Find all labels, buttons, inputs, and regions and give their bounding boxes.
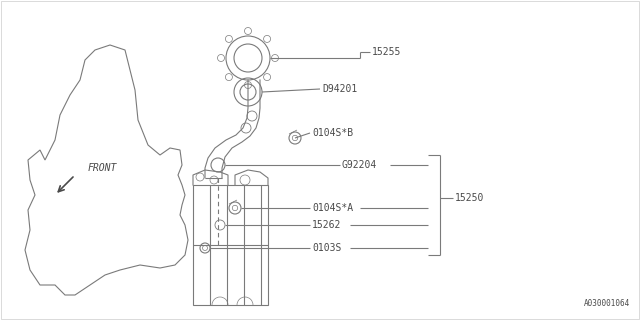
Text: A030001064: A030001064 <box>584 299 630 308</box>
Text: D94201: D94201 <box>322 84 357 94</box>
Text: 15255: 15255 <box>372 47 401 57</box>
Bar <box>193 185 268 305</box>
Text: 0104S*A: 0104S*A <box>312 203 353 213</box>
Text: FRONT: FRONT <box>88 163 117 173</box>
Text: 15262: 15262 <box>312 220 341 230</box>
Text: 0103S: 0103S <box>312 243 341 253</box>
Text: G92204: G92204 <box>342 160 377 170</box>
Text: 0104S*B: 0104S*B <box>312 128 353 138</box>
Text: 15250: 15250 <box>455 193 484 203</box>
